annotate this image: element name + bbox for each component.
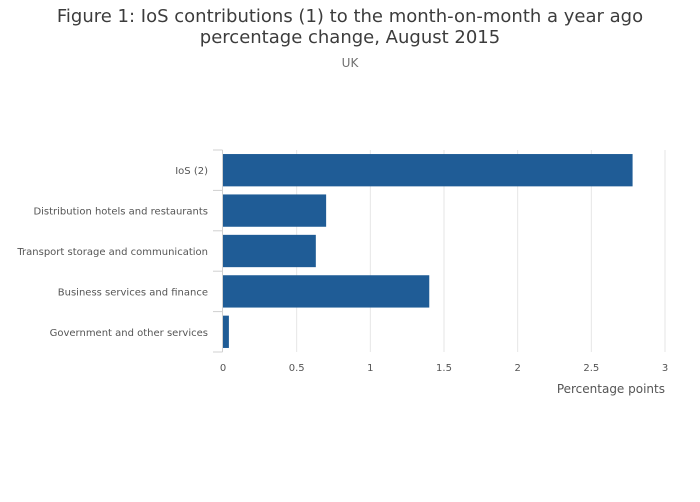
y-category-label-2: Transport storage and communication <box>16 247 208 258</box>
bar-1 <box>223 194 327 227</box>
y-category-label-1: Distribution hotels and restaurants <box>33 207 208 218</box>
chart-title-line-1: Figure 1: IoS contributions (1) to the m… <box>56 6 644 27</box>
axes: 0 0.5 1 1.5 2 2.5 3 IoS (2) Distribution hotels … <box>16 149 668 374</box>
x-tick-label-5: 2.5 <box>583 363 599 374</box>
bar-4 <box>223 315 229 348</box>
x-tick-label-0: 0 <box>220 363 226 374</box>
bars <box>223 154 633 348</box>
x-axis-title: Percentage points <box>557 382 665 396</box>
bar-3 <box>223 275 430 308</box>
x-tick-label-1: 0.5 <box>289 363 305 374</box>
x-tick-label-3: 1.5 <box>436 363 452 374</box>
chart-subtitle: UK <box>341 56 359 70</box>
bar-2 <box>223 234 316 268</box>
x-tick-label-2: 1 <box>367 363 373 374</box>
x-tick-label-6: 3 <box>662 363 668 374</box>
chart-title-line-2: percentage change, August 2015 <box>199 27 501 48</box>
y-category-label-4: Government and other services <box>50 328 208 339</box>
bar-0 <box>223 154 633 187</box>
y-category-label-0: IoS (2) <box>175 166 208 177</box>
x-tick-label-4: 2 <box>514 363 520 374</box>
chart-title: Figure 1: IoS contributions (1) to the m… <box>0 6 700 48</box>
y-category-label-3: Business services and finance <box>58 287 208 298</box>
